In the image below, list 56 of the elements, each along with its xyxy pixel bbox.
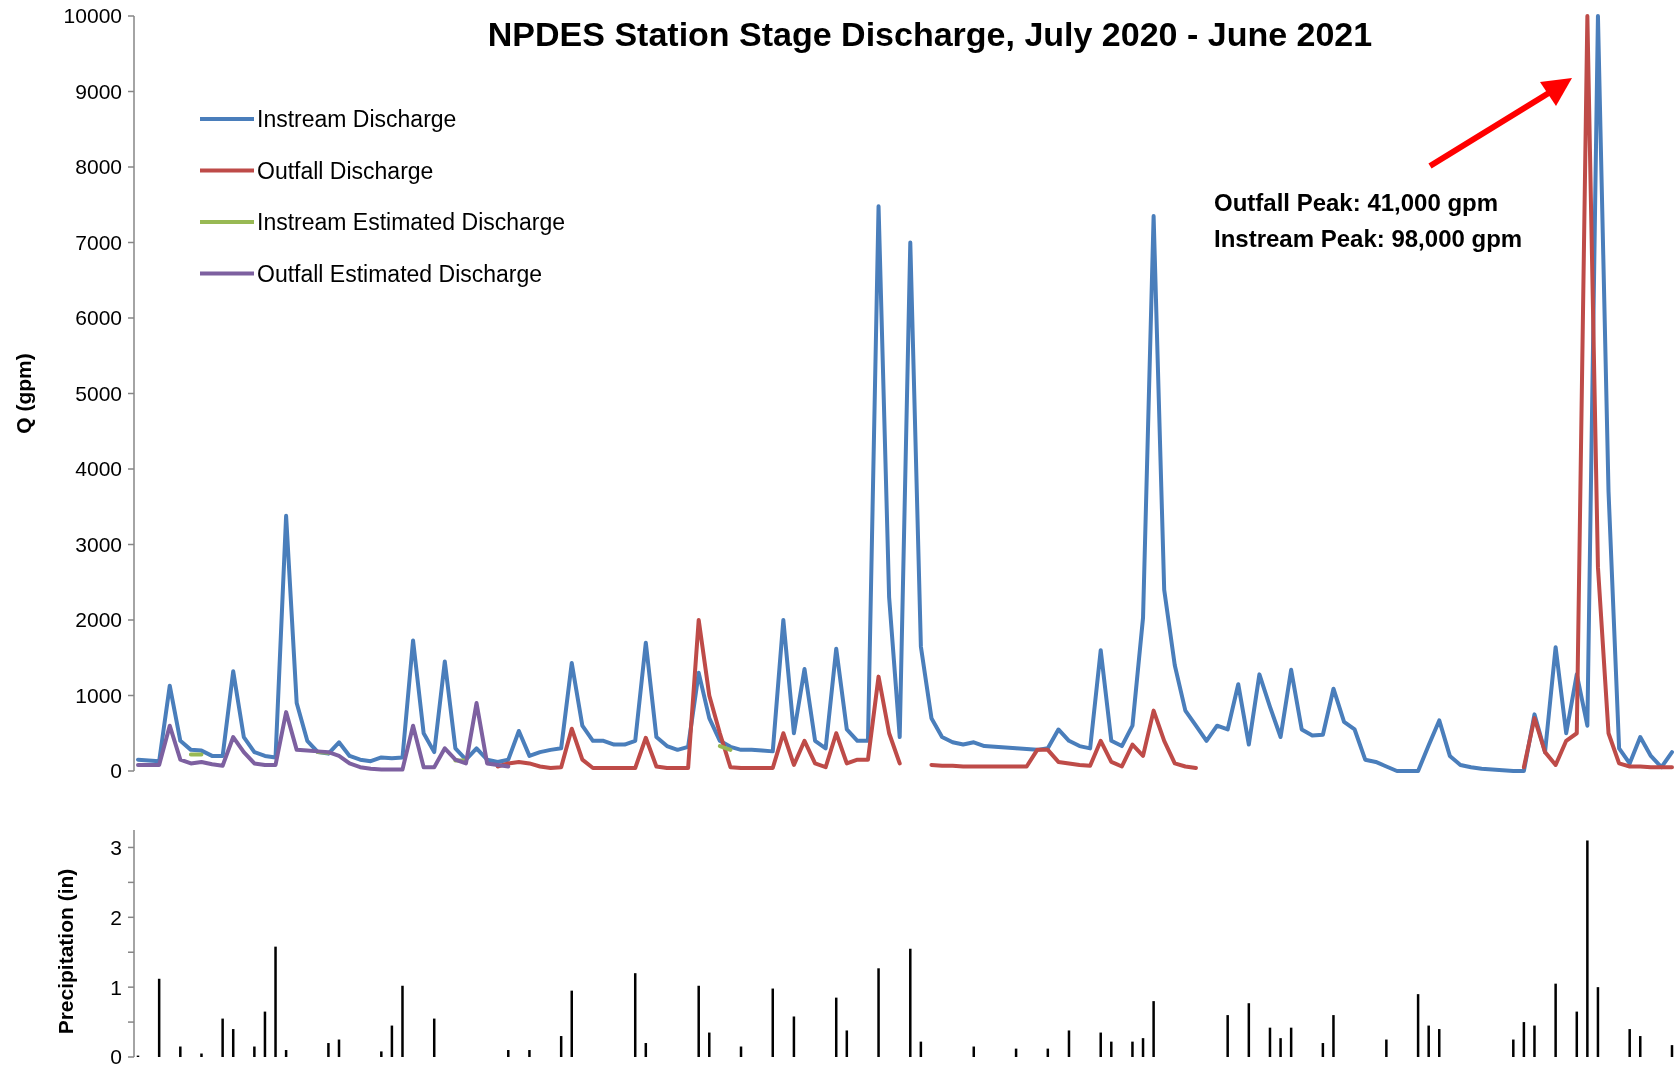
y-tick-label: 8000 xyxy=(75,155,122,179)
bar xyxy=(1512,1039,1515,1057)
line-series xyxy=(136,701,511,772)
legend-label: Instream Discharge xyxy=(257,106,457,133)
bar xyxy=(1554,983,1557,1057)
y-tick-label: 6000 xyxy=(75,306,122,330)
y-tick-label: 10000 xyxy=(63,4,122,28)
bar xyxy=(909,948,912,1057)
bar xyxy=(1332,1015,1335,1057)
y-tick-label: 0 xyxy=(110,759,122,783)
bar xyxy=(1628,1029,1631,1057)
y-tick-label: 1000 xyxy=(75,683,122,707)
bar xyxy=(1586,840,1589,1057)
bar xyxy=(327,1043,330,1057)
y-axis-title: Q (gpm) xyxy=(12,353,36,434)
bar xyxy=(1385,1039,1388,1057)
bar xyxy=(1533,1025,1536,1057)
y-tick-label: 4000 xyxy=(75,457,122,481)
y-tick-label: 5000 xyxy=(75,381,122,405)
bar xyxy=(221,1018,224,1057)
legend-label: Outfall Discharge xyxy=(257,157,434,184)
bar xyxy=(380,1051,383,1057)
y-tick-label: 2 xyxy=(110,905,122,929)
y-tick-label: 9000 xyxy=(75,79,122,103)
bar xyxy=(528,1050,531,1057)
line-series xyxy=(136,14,1674,773)
bar xyxy=(179,1046,182,1057)
bar xyxy=(200,1053,203,1057)
bar xyxy=(1226,1015,1229,1057)
bar xyxy=(1427,1025,1430,1057)
bar xyxy=(1110,1041,1113,1057)
annotation: Outfall Peak: 41,000 gpm xyxy=(1214,189,1499,217)
annotation: Instream Peak: 98,000 gpm xyxy=(1214,225,1523,253)
legend-label: Outfall Estimated Discharge xyxy=(257,260,543,287)
bar xyxy=(877,968,880,1057)
bar xyxy=(1152,1001,1155,1057)
bar xyxy=(1279,1038,1282,1057)
y-tick-label: 0 xyxy=(110,1045,122,1069)
y-axis-title: Precipitation (in) xyxy=(54,868,78,1035)
y-tick-label: 2000 xyxy=(75,608,122,632)
y-tick-label: 3 xyxy=(110,835,122,859)
y-tick-label: 3000 xyxy=(75,532,122,556)
chart-title: NPDES Station Stage Discharge, July 2020 - June 2021 xyxy=(487,14,1373,53)
bar xyxy=(1438,1029,1441,1057)
bar xyxy=(253,1046,256,1057)
y-tick-label: 7000 xyxy=(75,230,122,254)
bar xyxy=(1099,1032,1102,1057)
bar xyxy=(401,985,404,1057)
bar xyxy=(1131,1041,1134,1057)
bar xyxy=(274,946,277,1057)
bar xyxy=(708,1032,711,1057)
bar xyxy=(1639,1036,1642,1057)
bar xyxy=(507,1050,510,1057)
bar xyxy=(697,985,700,1057)
y-tick-label: 1 xyxy=(110,975,122,999)
legend-label: Instream Estimated Discharge xyxy=(257,209,566,236)
